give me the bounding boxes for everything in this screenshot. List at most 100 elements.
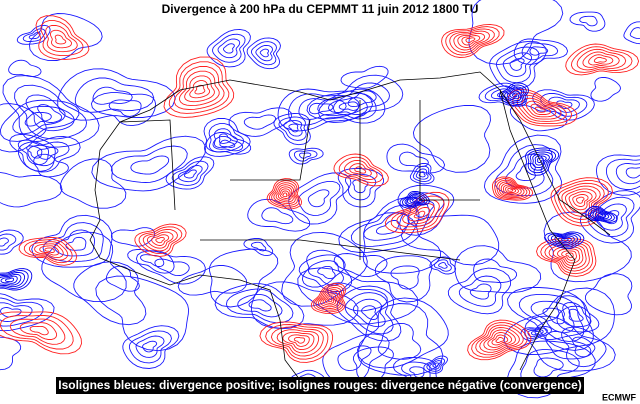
isoline [594,211,607,218]
isoline [483,329,516,351]
isoline [243,237,274,257]
isoline [178,70,220,107]
isoline [0,271,26,288]
isoline [218,133,232,144]
credit: ECMWF [602,392,636,402]
isoline [565,188,597,214]
isoline [265,324,329,360]
isoline [467,319,532,361]
isoline [203,117,251,157]
isoline [375,220,400,235]
isoline [288,93,360,126]
isoline [575,196,585,204]
isoline [90,92,156,127]
isoline [337,345,372,372]
isoline [407,206,431,222]
isoline [310,282,346,315]
isoline [17,136,81,173]
isoline [511,92,518,98]
isoline [500,182,522,196]
isoline [273,184,296,205]
isoline [0,233,17,251]
isoline [615,163,640,185]
isoline [299,152,312,159]
isoline [580,190,640,244]
isoline [293,150,318,162]
isoline [453,30,490,51]
isoline [536,238,597,277]
isoline [307,189,330,208]
isoline [189,80,211,99]
isoline [409,366,425,378]
isoline [74,77,155,113]
isoline [525,147,560,176]
isoline [354,166,367,174]
isoline [572,336,596,358]
isoline [110,227,156,247]
isoline [569,11,606,32]
isoline [34,243,64,259]
isoline [142,228,178,252]
coastline [89,149,301,381]
isoline [298,254,353,292]
isoline [251,281,359,329]
isoline [333,253,388,278]
isoline [512,91,573,125]
isoline [447,267,512,315]
isoline [2,75,100,148]
isoline [298,180,341,216]
isoline [33,153,69,178]
isoline [318,74,404,124]
isoline [25,94,75,132]
caption-box [56,377,584,394]
isoline [332,82,390,116]
isoline [317,265,336,280]
isoline [194,84,206,95]
isoline [530,330,540,336]
isoline [529,151,553,171]
isoline [248,299,272,312]
isoline [492,176,534,201]
isoline [409,196,421,204]
isoline [41,231,127,303]
isoline [54,34,67,45]
isoline [278,116,307,141]
isoline [535,106,546,113]
isoline [0,315,74,350]
isoline [550,234,579,247]
isoline [282,331,315,351]
isoline [400,214,500,266]
isoline [484,85,522,104]
isoline [313,284,345,313]
isoline [516,94,567,122]
isoline [338,156,384,184]
isoline [597,213,604,217]
isoline [595,203,627,231]
isoline [288,123,299,133]
isoline [552,246,584,267]
isoline [122,325,180,369]
isoline [483,134,562,204]
isoline [209,248,279,308]
isoline [402,192,428,208]
isoline [127,249,175,274]
isoline [498,181,525,197]
isoline [579,15,598,27]
isoline [458,275,502,307]
isoline [412,198,418,202]
isoline [343,159,378,180]
isoline [228,107,292,137]
isoline [502,184,519,195]
isoline [18,237,78,266]
isoline [433,259,452,272]
isoline [92,86,133,105]
coastlines [89,71,611,381]
isoline [208,123,245,153]
isoline [40,20,84,57]
isoline [19,322,58,340]
isoline [592,210,610,220]
isoline [135,335,165,358]
isoline [525,100,557,118]
